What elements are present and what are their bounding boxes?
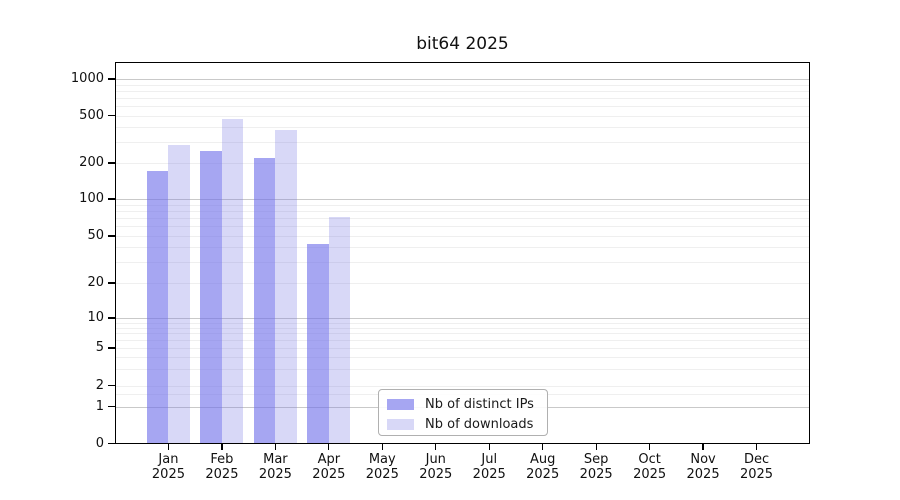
y-tick-label: 2 <box>95 377 104 393</box>
x-tick-label: Jul 2025 <box>472 452 506 482</box>
legend: Nb of distinct IPs Nb of downloads <box>378 389 548 436</box>
x-tick-label: Aug 2025 <box>526 452 560 482</box>
gridline-minor <box>115 357 810 359</box>
y-tick-label: 1000 <box>70 71 104 86</box>
y-tick-label: 50 <box>87 228 104 243</box>
x-tick-mark <box>649 444 651 450</box>
x-tick-mark <box>381 444 383 450</box>
y-tick-label: 0 <box>95 435 104 451</box>
x-tick-mark <box>167 444 170 450</box>
x-tick-mark <box>435 444 437 450</box>
x-tick-label: Jun 2025 <box>419 452 453 482</box>
legend-swatch <box>387 399 414 410</box>
y-tick-mark <box>108 198 115 200</box>
y-tick-mark <box>108 405 115 408</box>
y-tick-label: 20 <box>87 275 104 290</box>
y-tick-mark <box>108 162 115 164</box>
gridline-major <box>115 79 810 80</box>
y-tick-mark <box>108 442 115 445</box>
gridline-minor <box>115 163 810 164</box>
gridline-minor <box>115 262 810 264</box>
bar-nb-of-downloads-feb <box>221 119 244 444</box>
x-tick-mark <box>542 444 544 450</box>
x-tick-mark <box>221 444 223 450</box>
x-tick-label: Apr 2025 <box>312 452 346 482</box>
gridline-minor <box>115 385 810 387</box>
y-tick-mark <box>108 384 115 387</box>
gridline-minor <box>115 105 810 107</box>
gridline-minor <box>115 210 810 212</box>
gridline-minor <box>115 127 810 129</box>
legend-item: Nb of downloads <box>387 416 547 433</box>
gridline-minor <box>115 115 810 117</box>
bar-nb-of-downloads-apr <box>328 217 351 444</box>
x-tick-mark <box>328 444 330 450</box>
y-tick-label: 5 <box>95 340 104 355</box>
x-tick-mark <box>488 444 490 450</box>
y-tick-label: 200 <box>79 155 104 170</box>
gridline-minor <box>115 283 810 284</box>
x-tick-label: May 2025 <box>365 452 399 482</box>
gridline-minor <box>115 236 810 237</box>
gridline-minor <box>115 368 810 370</box>
y-tick-label: 100 <box>79 191 104 206</box>
x-tick-label: Nov 2025 <box>686 452 720 482</box>
gridline-minor <box>115 348 810 349</box>
x-tick-mark <box>274 444 276 450</box>
x-tick-mark <box>595 444 597 450</box>
legend-label: Nb of distinct IPs <box>425 397 534 412</box>
bar-nb-of-distinct-ips-jan <box>146 171 169 444</box>
bar-nb-of-distinct-ips-mar <box>253 158 276 444</box>
y-tick-mark <box>108 78 115 80</box>
bar-nb-of-downloads-mar <box>275 130 297 444</box>
x-tick-label: Jan 2025 <box>151 452 185 482</box>
y-tick-label: 500 <box>79 107 104 123</box>
gridline-minor <box>115 84 810 86</box>
y-tick-mark <box>108 347 115 349</box>
y-tick-mark <box>108 317 115 319</box>
gridline-major <box>115 318 810 319</box>
y-tick-mark <box>108 114 115 117</box>
legend-label: Nb of downloads <box>425 417 534 432</box>
y-tick-mark <box>108 235 115 237</box>
x-tick-label: Sep 2025 <box>579 452 613 482</box>
bar-nb-of-downloads-jan <box>168 144 190 444</box>
x-tick-label: Mar 2025 <box>258 452 292 482</box>
chart-title: bit64 2025 <box>416 34 509 54</box>
legend-item: Nb of distinct IPs <box>387 396 547 413</box>
gridline-minor <box>115 141 810 143</box>
bar-nb-of-distinct-ips-apr <box>307 243 329 444</box>
gridline-minor <box>115 333 810 335</box>
x-tick-label: Oct 2025 <box>633 452 667 482</box>
x-tick-label: Feb 2025 <box>205 452 239 482</box>
legend-swatch <box>387 419 414 430</box>
gridline-minor <box>115 327 810 329</box>
gridline-major <box>115 199 810 200</box>
gridline-minor <box>115 90 810 92</box>
gridline-minor <box>115 247 810 249</box>
y-tick-label: 1 <box>95 398 104 414</box>
gridline-minor <box>115 218 810 220</box>
x-tick-mark <box>702 444 704 450</box>
bar-nb-of-distinct-ips-feb <box>200 151 222 444</box>
y-tick-label: 10 <box>87 310 104 325</box>
gridline-minor <box>115 97 810 99</box>
gridline-minor <box>115 340 810 342</box>
gridline-minor <box>115 226 810 228</box>
x-tick-mark <box>755 444 758 450</box>
gridline-minor <box>115 204 810 206</box>
gridline-minor <box>115 322 810 324</box>
y-tick-mark <box>108 282 115 284</box>
x-tick-label: Dec 2025 <box>739 452 774 482</box>
